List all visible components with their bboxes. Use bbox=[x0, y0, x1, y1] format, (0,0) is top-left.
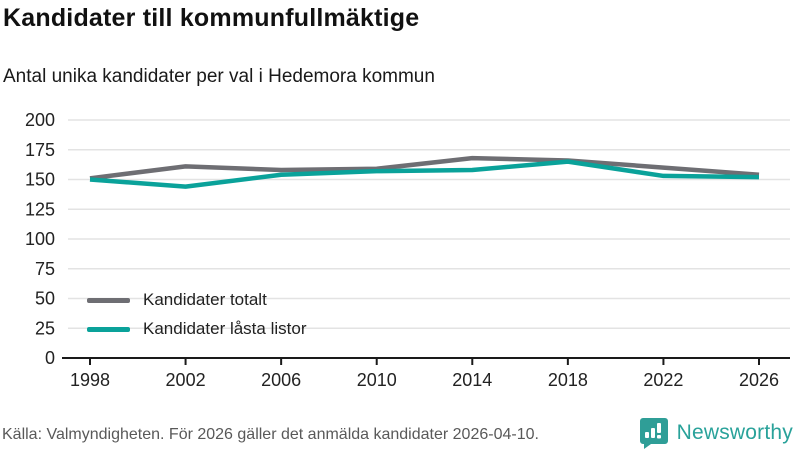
x-tick-label: 2006 bbox=[261, 370, 301, 390]
newsworthy-wordmark: Newsworthy bbox=[676, 421, 793, 444]
y-tick-label: 75 bbox=[35, 259, 55, 279]
series-line-1 bbox=[89, 159, 760, 189]
y-tick-label: 50 bbox=[35, 289, 55, 309]
x-tick-label: 2026 bbox=[739, 370, 779, 390]
x-tick-label: 2014 bbox=[452, 370, 492, 390]
source-note: Källa: Valmyndigheten. För 2026 gäller d… bbox=[2, 426, 539, 443]
page-title: Kandidater till kommunfullmäktige bbox=[3, 4, 420, 32]
y-tick-label: 100 bbox=[25, 229, 55, 249]
x-tick-label: 1998 bbox=[70, 370, 110, 390]
newsworthy-icon bbox=[639, 418, 668, 449]
y-tick-label: 0 bbox=[45, 348, 55, 368]
y-tick-label: 200 bbox=[25, 110, 55, 130]
x-tick-label: 2010 bbox=[357, 370, 397, 390]
legend-item-lasta-listor: Kandidater låsta listor bbox=[87, 319, 306, 339]
chart-subtitle: Antal unika kandidater per val i Hedemor… bbox=[3, 66, 435, 87]
series-line-0 bbox=[89, 155, 760, 181]
legend-label-lasta-listor: Kandidater låsta listor bbox=[143, 319, 307, 338]
x-tick-label: 2018 bbox=[548, 370, 588, 390]
y-tick-label: 25 bbox=[35, 318, 55, 338]
y-tick-label: 125 bbox=[25, 199, 55, 219]
legend-item-totalt: Kandidater totalt bbox=[87, 290, 306, 310]
newsworthy-logo[interactable]: Newsworthy bbox=[639, 417, 793, 449]
y-tick-label: 150 bbox=[25, 170, 55, 190]
legend-swatch-lasta-listor bbox=[87, 326, 130, 332]
legend-label-totalt: Kandidater totalt bbox=[143, 290, 267, 309]
x-tick-label: 2002 bbox=[166, 370, 206, 390]
x-tick-label: 2022 bbox=[643, 370, 683, 390]
y-tick-label: 175 bbox=[25, 140, 55, 160]
legend-swatch-totalt bbox=[87, 297, 130, 303]
legend: Kandidater totalt Kandidater låsta listo… bbox=[87, 290, 306, 339]
